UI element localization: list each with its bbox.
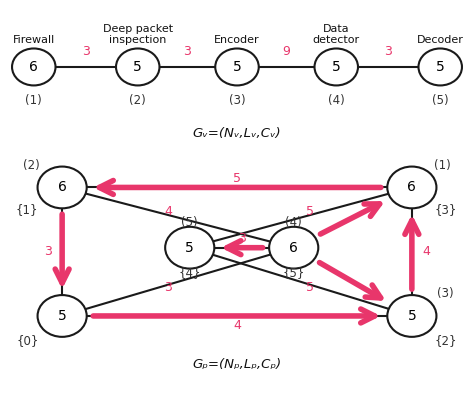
Text: (1): (1) [26,94,42,107]
Circle shape [387,295,437,337]
Circle shape [116,48,159,85]
Text: 4: 4 [422,245,430,258]
Circle shape [37,295,87,337]
Circle shape [419,48,462,85]
Text: (4): (4) [285,216,302,229]
Text: 5: 5 [233,172,241,185]
Text: {0}: {0} [17,334,39,347]
Text: 5: 5 [306,281,314,294]
Text: 6: 6 [58,181,66,194]
Text: 3: 3 [384,45,392,58]
Text: {4}: {4} [179,266,201,280]
Circle shape [215,48,259,85]
Text: Encoder: Encoder [214,35,260,45]
Text: (5): (5) [182,216,198,229]
Circle shape [165,227,214,268]
Text: 5: 5 [436,60,445,74]
Text: 3: 3 [183,45,191,58]
Text: 3: 3 [44,245,52,258]
Text: Firewall: Firewall [13,35,55,45]
Text: 4: 4 [164,205,173,218]
Text: 5: 5 [332,60,341,74]
Text: 3: 3 [82,45,90,58]
Text: (2): (2) [23,159,40,172]
Text: (3): (3) [228,94,246,107]
Text: (3): (3) [437,287,453,300]
Text: 6: 6 [29,60,38,74]
Circle shape [315,48,358,85]
Text: (4): (4) [328,94,345,107]
Text: 3: 3 [238,233,246,245]
Text: 3: 3 [164,281,173,294]
Text: Data
detector: Data detector [313,25,360,45]
Text: 6: 6 [289,241,298,255]
Text: (5): (5) [432,94,448,107]
Text: {2}: {2} [435,334,457,347]
Text: Decoder: Decoder [417,35,464,45]
Text: 4: 4 [233,320,241,332]
Text: Deep packet
inspection: Deep packet inspection [103,25,173,45]
Text: 5: 5 [185,241,194,255]
Text: 6: 6 [408,181,416,194]
Text: 5: 5 [233,60,241,74]
Text: Gᵥ=(Nᵥ,Lᵥ,Cᵥ): Gᵥ=(Nᵥ,Lᵥ,Cᵥ) [193,127,281,140]
Text: 5: 5 [58,309,66,323]
Circle shape [387,166,437,208]
Circle shape [269,227,318,268]
Text: (2): (2) [129,94,146,107]
Text: 5: 5 [306,205,314,218]
Circle shape [37,166,87,208]
Text: Gₚ=(Nₚ,Lₚ,Cₚ): Gₚ=(Nₚ,Lₚ,Cₚ) [192,358,282,371]
Text: {3}: {3} [435,203,457,216]
Text: 5: 5 [408,309,416,323]
Text: 5: 5 [133,60,142,74]
Text: {1}: {1} [16,203,38,216]
Circle shape [12,48,55,85]
Text: 9: 9 [283,45,291,58]
Text: {5}: {5} [283,266,305,280]
Text: (1): (1) [434,159,451,172]
